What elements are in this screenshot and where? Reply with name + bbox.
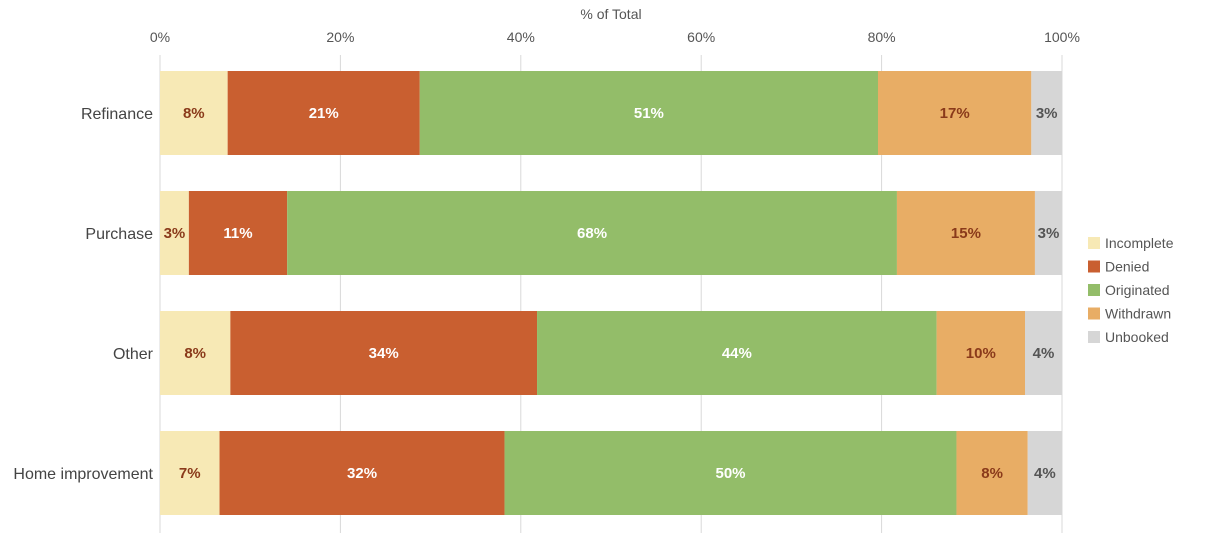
bar-segment bbox=[287, 191, 897, 275]
x-tick-label: 20% bbox=[326, 29, 354, 45]
bar-segment bbox=[877, 71, 1032, 155]
data-label: 3% bbox=[1036, 105, 1058, 122]
data-label: 21% bbox=[309, 105, 339, 122]
category-label: Purchase bbox=[85, 226, 153, 243]
legend: Incomplete Denied Originated Withdrawn Unboo… bbox=[1088, 235, 1174, 345]
legend-swatch bbox=[1088, 237, 1100, 249]
data-label: 8% bbox=[184, 345, 206, 362]
x-axis-ticks: 0% 20% 40% 60% 80% 100% bbox=[150, 29, 1080, 45]
legend-swatch bbox=[1088, 307, 1100, 320]
bar-segment bbox=[219, 431, 505, 515]
x-tick-label: 0% bbox=[150, 29, 170, 45]
bar-segment bbox=[188, 191, 288, 275]
data-label: 3% bbox=[1038, 225, 1060, 242]
bar-segment bbox=[936, 311, 1026, 395]
data-label: 51% bbox=[634, 105, 664, 122]
bar-segment bbox=[1031, 71, 1062, 155]
bar-segment bbox=[227, 71, 420, 155]
data-label: 17% bbox=[940, 105, 970, 122]
legend-label: Unbooked bbox=[1105, 329, 1169, 345]
data-label: 15% bbox=[951, 225, 981, 242]
legend-label: Denied bbox=[1105, 259, 1149, 275]
bar-segment bbox=[537, 311, 937, 395]
data-label: 4% bbox=[1033, 345, 1055, 362]
category-label: Refinance bbox=[81, 106, 153, 123]
data-label: 8% bbox=[981, 465, 1003, 482]
bars: 8% 21% 51% 17% 3% 3% 11% 68% 15% 3% 8% 34% 44% 10% 4% 7… bbox=[160, 71, 1062, 515]
data-label: 10% bbox=[966, 345, 996, 362]
data-label: 44% bbox=[722, 345, 752, 362]
bar-segment bbox=[160, 431, 220, 515]
legend-swatch bbox=[1088, 260, 1100, 273]
bar-segment bbox=[160, 191, 189, 275]
data-label: 68% bbox=[577, 225, 607, 242]
bar-segment bbox=[504, 431, 957, 515]
data-label: 4% bbox=[1034, 465, 1056, 482]
data-label: 7% bbox=[179, 465, 201, 482]
category-label: Home improvement bbox=[13, 466, 153, 483]
bar-segment bbox=[956, 431, 1028, 515]
x-tick-label: 80% bbox=[868, 29, 896, 45]
category-labels: Refinance Purchase Other Home improvement bbox=[13, 106, 153, 483]
legend-label: Withdrawn bbox=[1105, 306, 1171, 322]
data-label: 3% bbox=[164, 225, 186, 242]
data-label: 50% bbox=[715, 465, 745, 482]
bar-segment bbox=[419, 71, 878, 155]
bar-segment bbox=[1027, 431, 1062, 515]
x-tick-label: 40% bbox=[507, 29, 535, 45]
bar-segment bbox=[1025, 311, 1062, 395]
x-tick-label: 100% bbox=[1044, 29, 1080, 45]
bar-segment bbox=[160, 311, 231, 395]
legend-swatch bbox=[1088, 331, 1100, 343]
bar-segment bbox=[1034, 191, 1062, 275]
legend-label: Incomplete bbox=[1105, 235, 1174, 251]
data-label: 32% bbox=[347, 465, 377, 482]
category-label: Other bbox=[113, 346, 154, 363]
bar-segment bbox=[230, 311, 538, 395]
bar-segment bbox=[160, 71, 228, 155]
x-tick-label: 60% bbox=[687, 29, 715, 45]
legend-swatch bbox=[1088, 284, 1100, 296]
x-axis-title: % of Total bbox=[580, 6, 641, 22]
data-label: 34% bbox=[369, 345, 399, 362]
bar-segment bbox=[896, 191, 1035, 275]
data-label: 11% bbox=[223, 225, 252, 242]
data-label: 8% bbox=[183, 105, 205, 122]
legend-label: Originated bbox=[1105, 282, 1170, 298]
